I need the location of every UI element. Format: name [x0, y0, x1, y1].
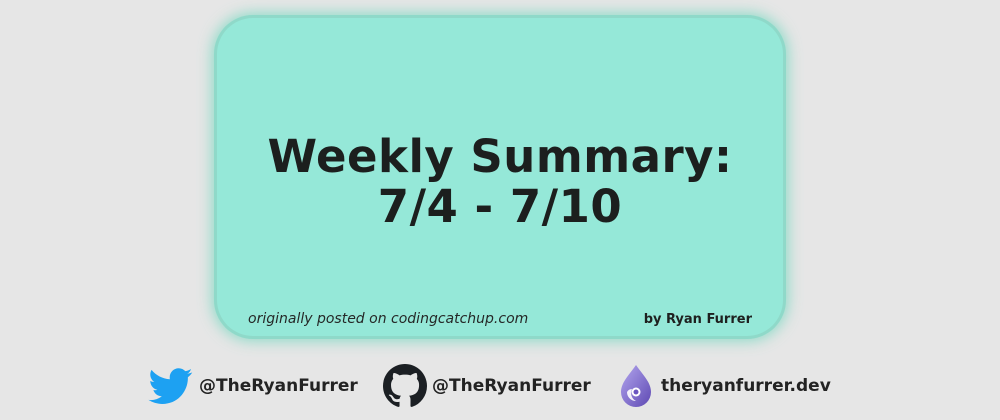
title-line-2: 7/4 - 7/10 — [377, 180, 623, 233]
github-handle: @TheRyanFurrer — [432, 376, 591, 396]
title-line-1: Weekly Summary: — [267, 130, 733, 183]
website-link[interactable]: theryanfurrer.dev — [617, 362, 831, 410]
github-link[interactable]: @TheRyanFurrer — [383, 362, 591, 410]
summary-card: Weekly Summary: 7/4 - 7/10 originally po… — [217, 18, 783, 336]
twitter-bird-icon — [147, 364, 195, 408]
originally-posted-note: originally posted on codingcatchup.com — [248, 311, 529, 327]
hashnode-drop-icon — [617, 363, 655, 409]
card-title: Weekly Summary: 7/4 - 7/10 — [217, 132, 783, 232]
twitter-link[interactable]: @TheRyanFurrer — [147, 362, 358, 410]
twitter-handle: @TheRyanFurrer — [199, 376, 358, 396]
github-octocat-icon — [383, 364, 427, 408]
website-url: theryanfurrer.dev — [661, 376, 831, 396]
author-byline: by Ryan Furrer — [643, 312, 752, 327]
